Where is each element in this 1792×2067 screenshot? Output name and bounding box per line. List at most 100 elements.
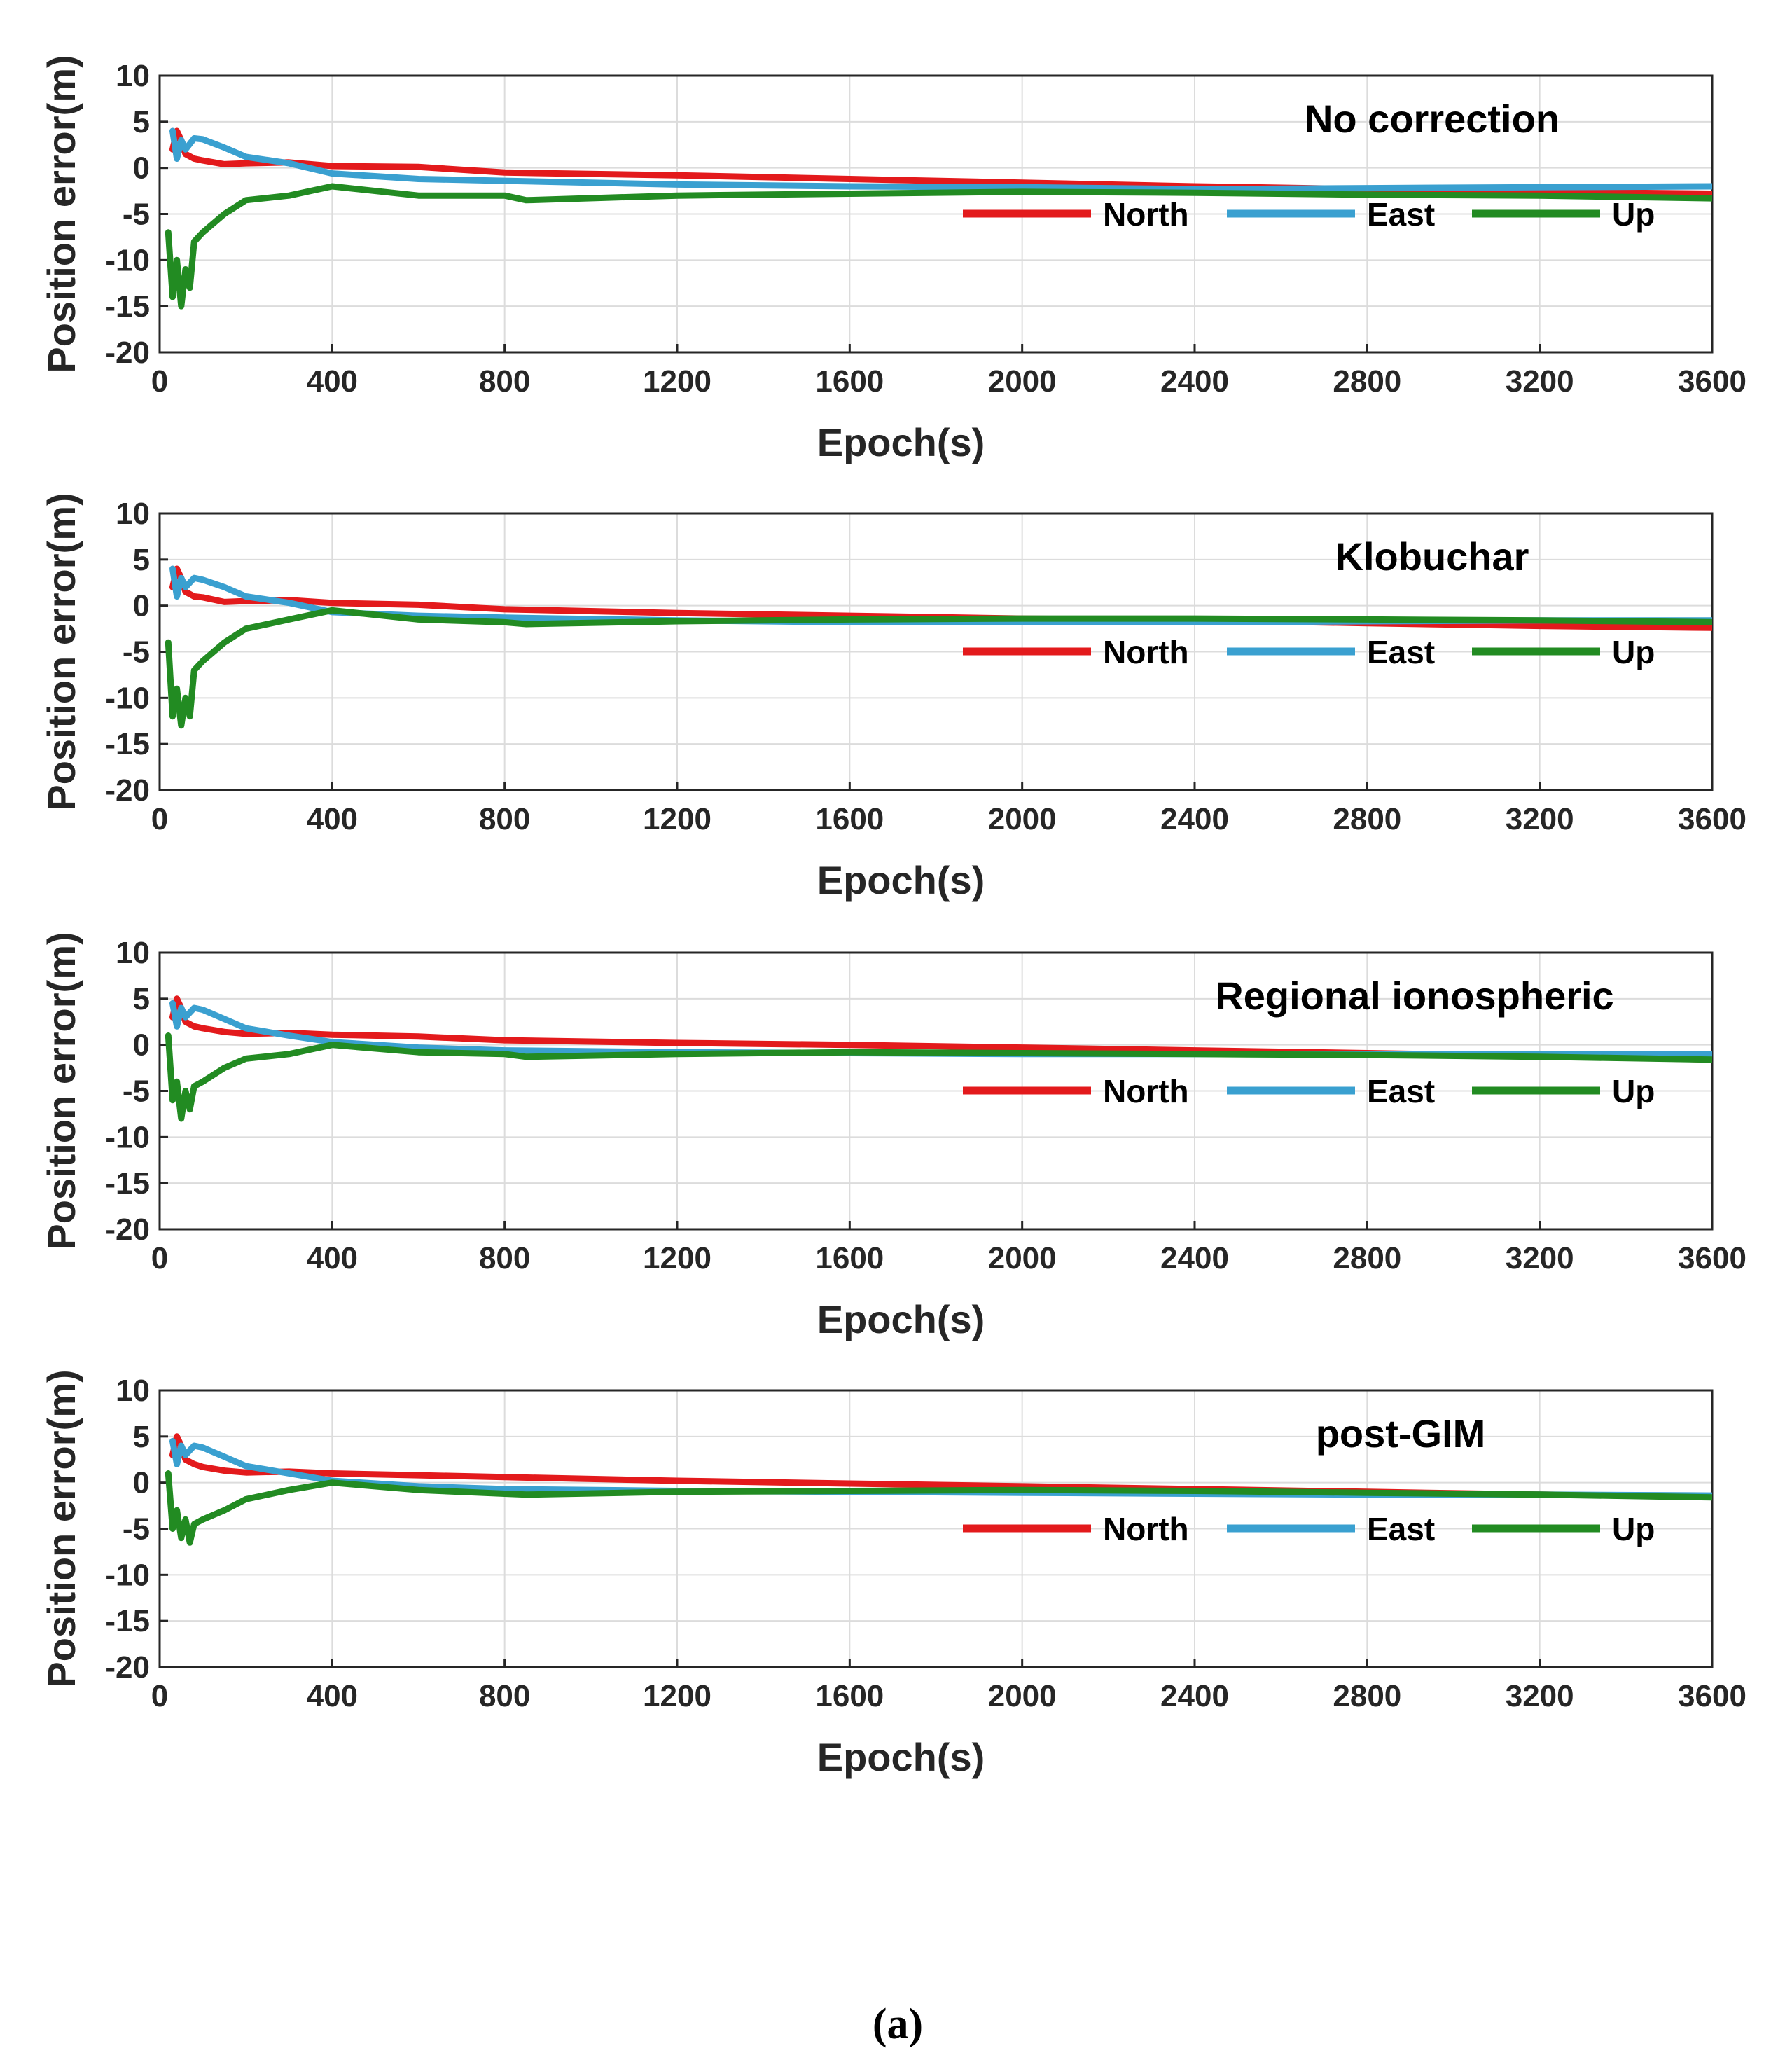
x-tick-label: 1200: [643, 802, 711, 836]
x-tick-label: 2400: [1160, 1679, 1229, 1713]
x-tick-label: 800: [479, 364, 530, 399]
y-tick-label: 0: [133, 589, 150, 623]
x-tick-label: 0: [151, 802, 168, 836]
legend-label-north: North: [1103, 1073, 1189, 1109]
x-tick-label: 1200: [643, 1679, 711, 1713]
y-tick-label: -15: [105, 727, 150, 761]
x-tick-label: 3200: [1506, 1241, 1574, 1276]
legend-label-east: East: [1367, 1511, 1435, 1547]
y-tick-label: -15: [105, 1604, 150, 1638]
series-line-up: [165, 183, 1712, 310]
y-tick-label: 0: [133, 1466, 150, 1500]
x-axis-label: Epoch(s): [817, 420, 985, 464]
x-tick-label: 2000: [988, 802, 1057, 836]
y-tick-label: 5: [133, 1420, 150, 1454]
x-tick-label: 3600: [1678, 1679, 1746, 1713]
legend-label-east: East: [1367, 634, 1435, 670]
y-tick-label: 0: [133, 151, 150, 186]
x-tick-label: 1600: [815, 1679, 884, 1713]
x-tick-label: 0: [151, 364, 168, 399]
y-tick-label: -5: [123, 1074, 150, 1109]
y-tick-label: 10: [116, 1374, 150, 1408]
y-tick-label: -20: [105, 773, 150, 808]
panel-title: Regional ionospheric: [1215, 974, 1613, 1018]
x-tick-label: 3600: [1678, 802, 1746, 836]
y-tick-label: -10: [105, 1558, 150, 1592]
x-tick-label: 1200: [643, 364, 711, 399]
x-tick-label: 1600: [815, 364, 884, 399]
y-tick-label: 0: [133, 1028, 150, 1063]
x-tick-label: 1200: [643, 1241, 711, 1276]
series-line-east: [169, 127, 1712, 193]
x-tick-label: 2000: [988, 1679, 1057, 1713]
legend-label-up: Up: [1612, 1073, 1655, 1109]
x-tick-label: 3600: [1678, 364, 1746, 399]
x-tick-label: 3200: [1506, 1679, 1574, 1713]
x-tick-label: 400: [307, 364, 358, 399]
x-tick-label: 2000: [988, 1241, 1057, 1276]
x-tick-label: 0: [151, 1679, 168, 1713]
y-axis-label: Position error(m): [39, 55, 83, 373]
y-tick-label: 10: [116, 497, 150, 531]
y-tick-label: 10: [116, 936, 150, 970]
panel-title: Klobuchar: [1335, 534, 1529, 579]
panel-4: 0 400 800 1200 1600 2000 2400 2800 3200 36001050-…: [39, 1369, 1746, 1779]
y-axis-label: Position error(m): [39, 932, 83, 1250]
y-axis-label: Position error(m): [39, 1369, 83, 1687]
legend-label-east: East: [1367, 196, 1435, 233]
x-axis-label: Epoch(s): [817, 1297, 985, 1341]
x-tick-label: 400: [307, 1679, 358, 1713]
y-tick-label: -5: [123, 1512, 150, 1547]
x-tick-label: 800: [479, 1241, 530, 1276]
legend-label-north: North: [1103, 634, 1189, 670]
x-tick-label: 2400: [1160, 802, 1229, 836]
legend-label-up: Up: [1612, 634, 1655, 670]
y-axis-label: Position error(m): [39, 492, 83, 810]
panel-1: 0 400 800 1200 1600 2000 2400 2800 3200 36001050-…: [39, 55, 1746, 464]
panel-title: post-GIM: [1316, 1411, 1486, 1456]
x-tick-label: 2800: [1333, 1679, 1401, 1713]
series-line-up: [165, 1470, 1712, 1546]
series-line-north: [169, 995, 1712, 1063]
x-tick-label: 2800: [1333, 1241, 1401, 1276]
x-tick-label: 800: [479, 802, 530, 836]
legend-label-up: Up: [1612, 1511, 1655, 1547]
y-tick-label: -5: [123, 635, 150, 670]
figure-caption: (a): [873, 2000, 923, 2048]
legend-label-north: North: [1103, 196, 1189, 233]
legend-label-north: North: [1103, 1511, 1189, 1547]
x-tick-label: 2400: [1160, 364, 1229, 399]
x-tick-label: 800: [479, 1679, 530, 1713]
y-tick-label: 5: [133, 543, 150, 577]
panel-title: No correction: [1305, 97, 1560, 141]
panel-2: 0 400 800 1200 1600 2000 2400 2800 3200 36001050-…: [39, 492, 1746, 902]
x-tick-label: 2400: [1160, 1241, 1229, 1276]
y-tick-label: -15: [105, 289, 150, 324]
y-tick-label: 5: [133, 982, 150, 1016]
x-tick-label: 2000: [988, 364, 1057, 399]
x-tick-label: 400: [307, 802, 358, 836]
legend-label-east: East: [1367, 1073, 1435, 1109]
legend-label-up: Up: [1612, 196, 1655, 233]
x-tick-label: 1600: [815, 1241, 884, 1276]
y-tick-label: -20: [105, 336, 150, 370]
x-tick-label: 3200: [1506, 364, 1574, 399]
y-tick-label: -10: [105, 681, 150, 715]
x-tick-label: 3200: [1506, 802, 1574, 836]
x-tick-label: 2800: [1333, 802, 1401, 836]
series-line-up: [165, 1032, 1712, 1122]
x-axis-label: Epoch(s): [817, 858, 985, 902]
y-tick-label: -20: [105, 1212, 150, 1247]
panel-3: 0 400 800 1200 1600 2000 2400 2800 3200 36001050-…: [39, 932, 1746, 1341]
y-tick-label: -5: [123, 198, 150, 232]
x-tick-label: 2800: [1333, 364, 1401, 399]
x-tick-label: 0: [151, 1241, 168, 1276]
y-tick-label: -20: [105, 1650, 150, 1685]
x-tick-label: 3600: [1678, 1241, 1746, 1276]
y-tick-label: -10: [105, 1120, 150, 1154]
y-tick-label: 10: [116, 59, 150, 93]
y-tick-label: 5: [133, 105, 150, 139]
x-tick-label: 400: [307, 1241, 358, 1276]
y-tick-label: -15: [105, 1166, 150, 1201]
